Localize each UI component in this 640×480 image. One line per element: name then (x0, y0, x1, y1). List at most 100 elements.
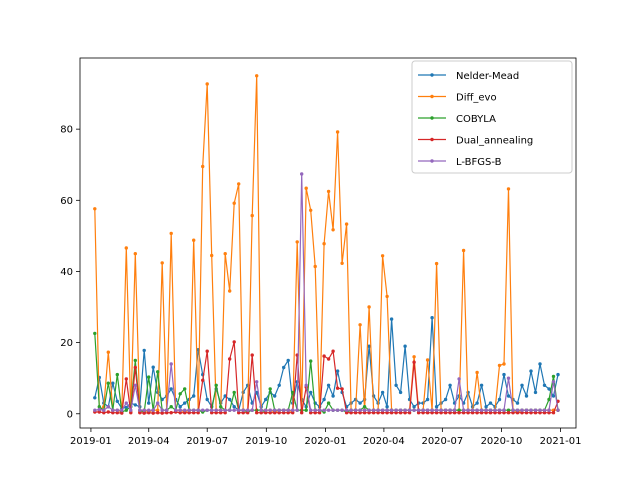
data-point (102, 408, 106, 412)
data-point (156, 408, 160, 412)
data-point (349, 408, 353, 412)
data-point (115, 411, 120, 415)
data-point (470, 411, 475, 415)
legend-entry: L-BFGS-B (418, 157, 502, 168)
data-point (183, 387, 187, 391)
data-point (335, 386, 340, 390)
data-point (538, 411, 542, 415)
data-point (268, 411, 272, 415)
data-point (273, 411, 277, 415)
data-point (425, 397, 430, 402)
data-point (147, 401, 151, 405)
data-point (255, 411, 259, 415)
data-point (97, 410, 102, 414)
legend-marker (430, 116, 434, 120)
data-point (434, 411, 439, 415)
data-point (556, 408, 560, 412)
data-point (367, 305, 371, 309)
data-point (317, 408, 322, 412)
legend-entry: COBYLA (418, 114, 496, 125)
data-point (551, 411, 556, 415)
data-point (228, 408, 232, 412)
data-point (178, 411, 182, 415)
data-point (277, 411, 281, 415)
data-point (178, 405, 182, 409)
data-point (421, 408, 425, 412)
data-point (156, 370, 160, 374)
data-point (502, 372, 506, 377)
data-point (313, 408, 317, 412)
data-point (133, 383, 137, 387)
data-point (205, 349, 209, 353)
data-point (142, 348, 146, 353)
data-point (385, 294, 389, 299)
y-tick-label: 60 (60, 196, 73, 207)
data-point (309, 411, 313, 415)
data-point (291, 411, 295, 415)
legend-label: Diff_evo (456, 93, 497, 104)
data-point (524, 408, 529, 412)
legend-label: L-BFGS-B (456, 157, 502, 168)
data-point (223, 252, 227, 256)
data-point (470, 408, 475, 412)
data-point (475, 401, 479, 405)
data-point (232, 201, 236, 205)
data-point (237, 182, 241, 186)
data-point (362, 411, 367, 415)
data-point (430, 316, 434, 320)
data-point (232, 390, 236, 395)
legend-marker (430, 159, 434, 163)
data-point (309, 359, 313, 363)
series-line (94, 75, 558, 413)
data-point (362, 408, 367, 412)
data-point (524, 394, 529, 398)
data-point (93, 331, 97, 336)
x-tick-label: 2020-04 (363, 436, 405, 447)
data-point (547, 411, 551, 415)
data-point (273, 408, 277, 412)
plot-frame (79, 57, 577, 429)
data-point (106, 381, 111, 385)
data-point (205, 397, 209, 402)
data-point (133, 403, 137, 407)
data-point (201, 408, 205, 412)
data-point (497, 408, 502, 412)
data-point (273, 394, 277, 398)
data-point (174, 408, 178, 412)
x-tick-label: 2019-10 (245, 436, 287, 447)
legend-label: COBYLA (456, 114, 496, 125)
data-point (142, 411, 146, 415)
data-point (205, 82, 209, 86)
x-tick-label: 2020-07 (421, 436, 463, 447)
data-point (115, 408, 120, 412)
data-point (120, 408, 124, 412)
data-point (538, 362, 542, 366)
data-point (484, 408, 488, 412)
data-point (201, 164, 205, 169)
data-point (295, 408, 299, 412)
data-point (93, 207, 97, 211)
data-point (169, 362, 173, 366)
data-point (547, 397, 551, 402)
data-point (219, 411, 223, 415)
data-point (497, 397, 502, 402)
data-point (255, 74, 259, 78)
data-point (129, 408, 133, 412)
data-point (151, 365, 155, 369)
data-point (300, 411, 304, 415)
data-point (403, 344, 407, 348)
y-tick-label: 40 (60, 267, 73, 278)
data-point (461, 408, 466, 412)
data-point (223, 411, 227, 415)
data-point (255, 380, 259, 384)
data-point (425, 408, 430, 412)
data-point (205, 408, 209, 412)
data-point (533, 390, 538, 395)
data-point (124, 377, 128, 381)
data-point (237, 408, 241, 412)
data-point (511, 408, 515, 412)
data-point (385, 408, 389, 412)
data-point (475, 408, 479, 412)
data-point (520, 411, 524, 415)
